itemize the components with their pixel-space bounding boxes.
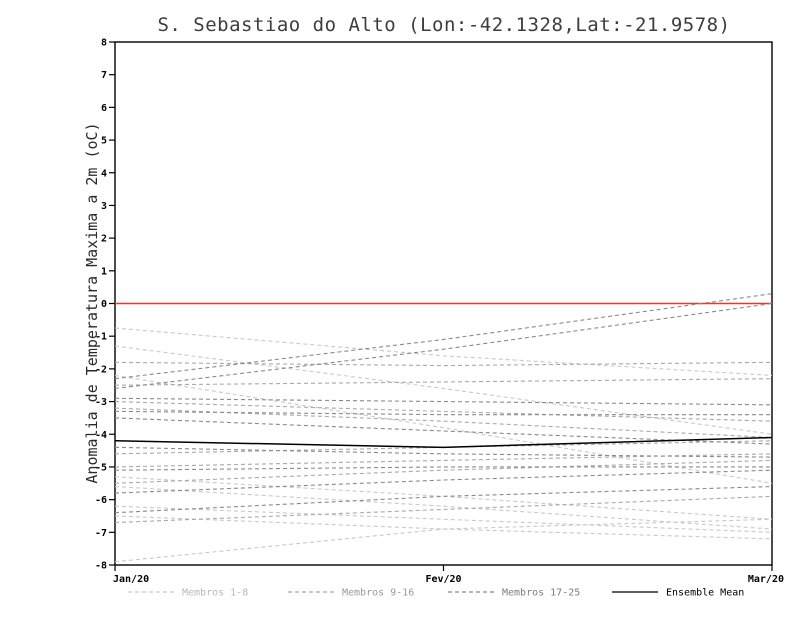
legend-item: Membros 17-25 (448, 588, 580, 599)
member-series-line (114, 469, 773, 494)
member-series-line (114, 345, 773, 435)
member-series-line (114, 374, 773, 484)
y-tick-label: 7 (101, 70, 107, 81)
member-series-line (114, 410, 772, 416)
legend-label: Ensemble Mean (666, 588, 744, 599)
member-series-line (114, 417, 773, 445)
member-series-line (114, 401, 773, 422)
member-series-line (114, 302, 773, 390)
ensemble-mean-line (114, 436, 773, 449)
y-tick-label: 8 (101, 38, 107, 49)
member-series-line (114, 515, 773, 540)
y-tick-label: -5 (95, 462, 107, 473)
plot-area: -8 -7 -6 -5 -4 -3 -2 -1 0 1 2 3 4 5 6 7 8 Jan/20 Fev/20 Mar… (95, 38, 784, 586)
y-tick-label: 3 (101, 201, 107, 212)
legend-label: Membros 17-25 (502, 588, 580, 599)
member-series-line (114, 453, 773, 468)
legend-label: Membros 1-8 (182, 588, 248, 599)
y-tick-label: -1 (95, 332, 107, 343)
x-tick-label: Mar/20 (748, 574, 784, 585)
y-tick-label: 0 (101, 299, 107, 310)
x-tick-label: Fev/20 (425, 574, 461, 585)
member-series-line (114, 486, 773, 530)
member-series-line (114, 397, 773, 406)
member-series-line (114, 459, 773, 484)
member-series-line (114, 518, 773, 563)
member-series-line (114, 476, 773, 520)
member-series-line (114, 407, 773, 439)
legend-item: Membros 9-16 (288, 588, 414, 599)
y-tick-label: 5 (101, 136, 107, 147)
member-series-line (114, 466, 772, 471)
y-axis-label: Anomalia de Temperatura Maxima a 2m (oC) (83, 122, 101, 483)
member-series-line (114, 495, 773, 524)
member-series-line (114, 293, 773, 380)
chart-legend: Membros 1-8 Membros 9-16 Membros 17-25 Ense… (128, 588, 744, 599)
y-tick-label: -2 (95, 364, 107, 375)
member-series-line (114, 327, 773, 376)
legend-label: Membros 9-16 (342, 588, 414, 599)
y-tick-label: -6 (95, 495, 107, 506)
legend-item: Ensemble Mean (612, 588, 744, 599)
y-tick-label: 2 (101, 234, 107, 245)
y-tick-label: -3 (95, 397, 107, 408)
member-series-line (114, 486, 773, 514)
y-tick-label: -7 (95, 528, 107, 539)
member-series-line (114, 440, 773, 455)
member-series-line (114, 361, 773, 367)
member-series-line (114, 378, 773, 386)
y-tick-label: 1 (101, 266, 107, 277)
x-tick-label: Jan/20 (113, 574, 149, 585)
y-tick-label: 6 (101, 103, 107, 114)
chart-title: S. Sebastiao do Alto (Lon:-42.1328,Lat:-… (157, 14, 730, 36)
y-tick-label: 4 (101, 168, 107, 179)
y-tick-label: -4 (95, 430, 107, 441)
y-tick-label: -8 (95, 561, 107, 572)
legend-item: Membros 1-8 (128, 588, 248, 599)
member-series-line (114, 505, 773, 533)
member-series-line (114, 446, 773, 458)
